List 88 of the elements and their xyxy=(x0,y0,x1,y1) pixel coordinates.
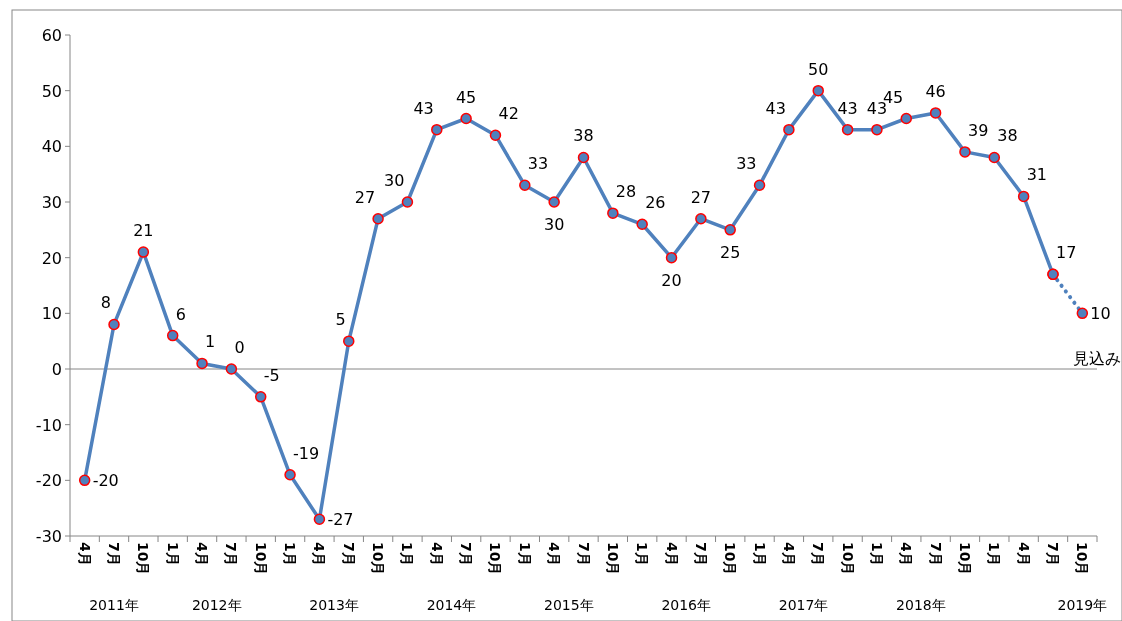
x-tick-label: 10月 xyxy=(839,542,856,576)
x-tick-label: 4月 xyxy=(1015,542,1032,566)
y-tick-label: 60 xyxy=(41,26,62,45)
data-label: 43 xyxy=(837,98,858,118)
x-tick-label: 10月 xyxy=(956,542,973,576)
text: 2015年 xyxy=(544,597,594,613)
data-label: 1 xyxy=(205,332,216,352)
data-label: 25 xyxy=(720,242,741,262)
text: 2013年 xyxy=(309,597,359,613)
x-tick-label: 4月 xyxy=(76,542,93,566)
x-tick-label: 4月 xyxy=(780,542,797,566)
x-tick-label: 10月 xyxy=(135,542,152,576)
x-tick-label: 1月 xyxy=(164,542,181,566)
x-tick-label: 7月 xyxy=(106,542,123,566)
x-tick-label: 7月 xyxy=(223,542,240,566)
data-label: -20 xyxy=(92,471,119,491)
data-label: 45 xyxy=(455,87,477,107)
data-label: 33 xyxy=(527,154,549,174)
x-tick-label: 10月 xyxy=(722,542,739,576)
data-label: 21 xyxy=(133,221,154,241)
text: 2017年 xyxy=(778,597,829,613)
y-tick-label: 30 xyxy=(41,193,62,212)
x-tick-label: 4月 xyxy=(663,542,680,566)
data-label: 39 xyxy=(967,120,989,140)
x-tick-label: 4月 xyxy=(311,542,328,566)
data-label: 38 xyxy=(573,126,594,146)
x-tick-label: 10月 xyxy=(604,542,621,576)
data-label: 20 xyxy=(661,270,682,290)
data-label: -19 xyxy=(293,443,320,463)
x-tick-label: 1月 xyxy=(868,542,885,566)
y-tick-label: 10 xyxy=(41,304,62,324)
x-tick-label: 10月 xyxy=(1074,542,1091,576)
x-tick-label: 7月 xyxy=(340,542,357,566)
x-tick-label: 10月 xyxy=(487,542,504,576)
data-label: 26 xyxy=(645,193,666,213)
x-tick-label: 4月 xyxy=(898,542,915,566)
y-tick-label: -10 xyxy=(35,415,62,435)
text: 2011年 xyxy=(89,597,139,613)
data-label: 30 xyxy=(384,171,405,190)
x-tick-label: 7月 xyxy=(458,542,475,566)
annotation: 見込み xyxy=(1073,349,1121,368)
data-label: 43 xyxy=(413,98,434,118)
x-tick-label: 10月 xyxy=(370,542,387,576)
x-tick-label: 4月 xyxy=(428,542,445,566)
x-tick-label: 7月 xyxy=(692,542,709,566)
x-tick-label: 4月 xyxy=(194,542,211,566)
x-tick-label: 4月 xyxy=(546,542,563,566)
data-label: -27 xyxy=(327,510,354,530)
data-label: -5 xyxy=(263,365,280,385)
x-tick-label: 7月 xyxy=(1044,542,1061,566)
data-label: 27 xyxy=(690,187,712,207)
data-label: 28 xyxy=(615,182,637,202)
x-tick-label: 1月 xyxy=(986,542,1003,566)
data-label: 43 xyxy=(765,98,786,118)
y-tick-label: 0 xyxy=(51,360,62,379)
text: 2012年 xyxy=(191,597,242,613)
y-tick-label: -20 xyxy=(35,471,62,491)
text: 2016年 xyxy=(661,597,712,613)
y-tick-label: 40 xyxy=(41,137,62,157)
x-tick-label: 7月 xyxy=(810,542,827,566)
data-label: 6 xyxy=(175,304,186,324)
data-label: 42 xyxy=(498,104,519,124)
data-label: 46 xyxy=(925,81,946,101)
text: 2014年 xyxy=(426,597,477,613)
data-label: 30 xyxy=(543,215,565,234)
y-tick-label: 20 xyxy=(41,248,62,268)
x-tick-label: 1月 xyxy=(751,542,768,566)
x-tick-label: 7月 xyxy=(575,542,592,566)
x-tick-label: 7月 xyxy=(927,542,944,566)
data-label: 10 xyxy=(1090,304,1111,324)
data-label: 0 xyxy=(234,338,245,357)
data-label: 17 xyxy=(1055,243,1077,263)
text: 2018年 xyxy=(896,597,946,613)
y-tick-label: -30 xyxy=(35,527,62,546)
data-label: 50 xyxy=(808,59,829,79)
text: 2019年 xyxy=(1057,597,1108,613)
data-label: 38 xyxy=(997,126,1018,146)
x-tick-label: 1月 xyxy=(516,542,533,566)
data-label: 8 xyxy=(100,293,112,313)
data-label: 27 xyxy=(354,187,376,207)
x-tick-label: 1月 xyxy=(399,542,416,566)
x-tick-label: 10月 xyxy=(252,542,269,576)
y-tick-label: 50 xyxy=(41,81,62,101)
data-label: 31 xyxy=(1026,165,1047,185)
data-label: 5 xyxy=(335,310,346,330)
data-label: 33 xyxy=(736,154,757,174)
x-tick-label: 1月 xyxy=(282,542,299,566)
x-tick-label: 1月 xyxy=(634,542,651,566)
